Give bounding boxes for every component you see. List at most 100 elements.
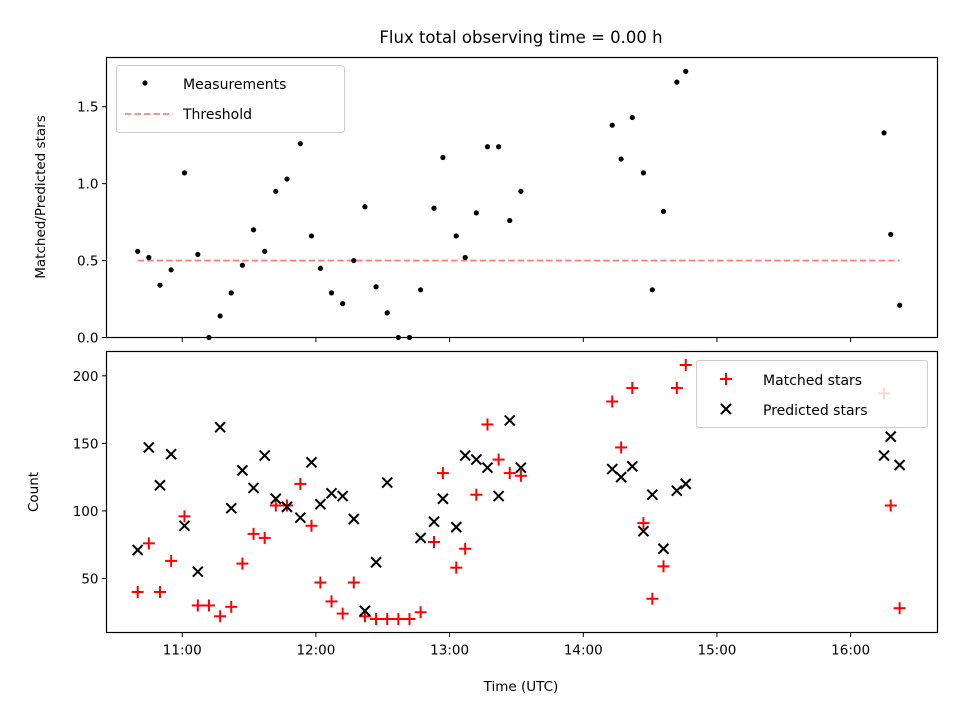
predicted-x-b <box>154 479 166 491</box>
measurement-point <box>384 310 390 316</box>
measurement-point <box>640 170 647 176</box>
measurement-point <box>649 287 655 293</box>
measurement-point <box>317 265 323 271</box>
predicted-x-b <box>336 490 349 502</box>
measurement-point <box>373 284 379 290</box>
measurement-point <box>297 141 303 147</box>
matched-star-point <box>492 453 505 466</box>
bottom-legend-box <box>696 360 928 428</box>
measurement-point <box>217 313 223 319</box>
predicted-star-point <box>381 476 393 489</box>
bottom-plot-area <box>131 359 906 625</box>
predicted-star-point <box>247 482 260 494</box>
predicted-star-point <box>515 461 527 474</box>
legend-matched-label: Matched stars <box>763 373 862 389</box>
predicted-x-b <box>671 484 683 497</box>
predicted-x-b <box>370 556 382 568</box>
legend-measurements-marker <box>142 80 148 86</box>
matched-star-point <box>336 607 349 620</box>
predicted-star-point <box>606 463 618 475</box>
predicted-star-point <box>428 516 440 528</box>
predicted-star-point <box>492 490 505 502</box>
measurement-point <box>181 170 188 176</box>
legend-matched-marker <box>720 373 732 385</box>
matched-star-point <box>670 381 683 394</box>
matched-star-point <box>470 488 483 501</box>
matched-star-point <box>153 585 166 598</box>
bottom-y-axis: 50 100 150 200 <box>73 369 107 587</box>
measurement-point <box>284 176 290 182</box>
x-tick-label: 15:00 <box>697 643 736 659</box>
predicted-x-b <box>680 478 692 490</box>
measurement-point <box>683 68 689 74</box>
predicted-star-point <box>258 449 271 462</box>
predicted-star-point <box>470 453 483 466</box>
predicted-x-b <box>470 453 483 466</box>
matched-star-point <box>294 477 307 490</box>
x-axis-label: Time (UTC) <box>483 679 559 695</box>
predicted-star-point <box>504 414 516 427</box>
measurement-point <box>618 156 624 162</box>
predicted-star-point <box>165 448 177 460</box>
predicted-x-b <box>270 493 282 505</box>
predicted-x-b <box>657 543 670 555</box>
measurement-point <box>250 227 257 233</box>
measurement-point <box>168 267 174 273</box>
predicted-star-point <box>270 493 282 505</box>
measurement-point <box>351 257 357 264</box>
measurement-point <box>484 144 491 150</box>
predicted-x-b <box>626 460 638 473</box>
predicted-x-b <box>214 421 226 433</box>
measurement-point <box>135 248 141 254</box>
predicted-x-b <box>893 459 906 471</box>
matched-star-point <box>202 599 215 612</box>
predicted-x-b <box>437 493 449 505</box>
matched-star-point <box>325 595 338 608</box>
measurement-point <box>328 290 335 296</box>
matched-star-point <box>679 359 692 372</box>
top-x-axis <box>181 337 852 342</box>
matched-star-point <box>214 610 227 623</box>
chart-title: Flux total observing time = 0.00 h <box>379 28 662 47</box>
predicted-x-b <box>143 441 155 454</box>
top-plot-area <box>135 68 903 341</box>
measurement-point <box>888 231 894 238</box>
predicted-x-b <box>450 521 462 533</box>
predicted-x-b <box>646 488 659 501</box>
predicted-x-b <box>348 513 360 525</box>
bottom-y-axis-label: Count <box>26 472 42 512</box>
matched-star-point <box>314 576 327 589</box>
matched-star-point <box>131 585 144 598</box>
predicted-star-point <box>885 430 897 443</box>
bottom-y-tick-label: 50 <box>81 571 98 587</box>
predicted-x-b <box>281 501 293 513</box>
predicted-x-b <box>885 430 897 443</box>
measurement-point <box>273 188 279 194</box>
predicted-star-point <box>178 520 191 532</box>
matched-star-point <box>503 467 516 480</box>
predicted-star-point <box>481 461 494 474</box>
legend-predicted-marker <box>720 403 732 415</box>
measurement-point <box>674 79 680 85</box>
matched-star-point <box>514 469 527 482</box>
matched-star-point <box>191 599 204 612</box>
predicted-star-point <box>671 484 683 497</box>
x-tick-label: 14:00 <box>564 643 603 659</box>
matched-star-point <box>414 606 427 619</box>
predicted-x-b <box>305 456 318 468</box>
matched-star-point <box>626 381 639 394</box>
measurement-point <box>308 233 315 239</box>
predicted-star-point <box>336 490 349 502</box>
predicted-x-b <box>381 476 393 489</box>
top-panel: 0.0 0.5 1.0 1.5 Matched/Predicted stars Mea… <box>33 56 939 347</box>
bottom-y-tick-label: 100 <box>73 504 99 520</box>
x-tick-label: 13:00 <box>430 643 469 659</box>
measurement-point <box>239 262 246 268</box>
predicted-star-point <box>370 556 382 568</box>
matched-star-point <box>236 557 249 570</box>
predicted-x-b <box>515 461 527 474</box>
bottom-y-tick-label: 200 <box>73 369 99 385</box>
matched-star-point <box>142 537 155 550</box>
matched-star-point <box>481 418 494 431</box>
predicted-x-b <box>481 461 494 474</box>
